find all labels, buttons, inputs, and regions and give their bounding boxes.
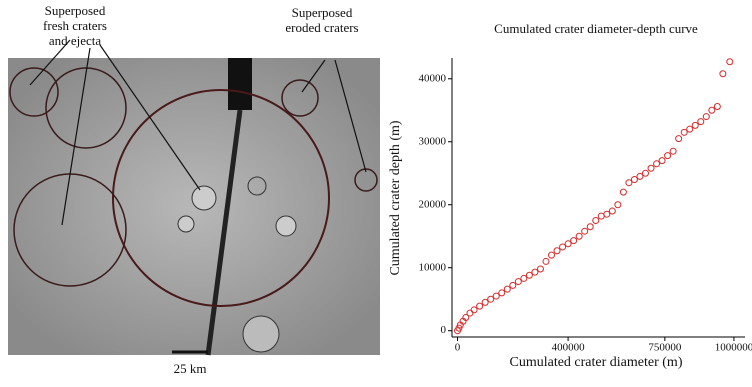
y-tick-label: 40000 <box>419 72 447 84</box>
point <box>582 228 588 234</box>
point <box>554 248 560 254</box>
annotation-text: and ejecta <box>49 33 102 48</box>
point <box>560 244 566 250</box>
x-tick-label: 0 <box>455 342 461 354</box>
point <box>692 122 698 128</box>
image-background <box>8 58 380 355</box>
point <box>477 303 483 309</box>
x-tick-label: 1000000 <box>715 342 752 354</box>
point <box>665 153 671 159</box>
point <box>593 217 599 223</box>
y-tick-label: 30000 <box>419 135 447 147</box>
annotation-text: Superposed <box>45 3 106 18</box>
x-axis-label: Cumulated crater diameter (m) <box>510 355 683 370</box>
annotation-text: fresh craters <box>43 18 107 33</box>
x-tick-label: 400000 <box>552 342 586 354</box>
point <box>493 293 499 299</box>
crater <box>243 316 279 352</box>
point <box>626 180 632 186</box>
point <box>532 269 538 275</box>
annotation-text: eroded craters <box>285 20 358 35</box>
point <box>467 310 473 316</box>
point <box>499 290 505 296</box>
point <box>521 275 527 281</box>
point <box>504 286 510 292</box>
point <box>648 165 654 171</box>
point <box>482 299 488 305</box>
point <box>537 266 543 272</box>
scale-label: 25 km <box>174 361 207 376</box>
point <box>526 272 532 278</box>
crater <box>178 216 194 232</box>
y-axis-label: Cumulated crater depth (m) <box>388 120 403 275</box>
point <box>659 158 665 164</box>
annotation-text: Superposed <box>292 5 353 20</box>
point <box>549 252 555 258</box>
point <box>609 208 615 214</box>
x-tick-label: 750000 <box>648 342 682 354</box>
point <box>620 189 626 195</box>
point <box>571 238 577 244</box>
point <box>576 233 582 239</box>
point <box>703 114 709 120</box>
point <box>615 202 621 208</box>
point <box>720 71 726 77</box>
point <box>637 173 643 179</box>
point <box>488 296 494 302</box>
crater <box>192 186 216 210</box>
point <box>604 211 610 217</box>
crater <box>276 216 296 236</box>
point <box>670 148 676 154</box>
point <box>631 177 637 183</box>
point <box>709 107 715 113</box>
point <box>654 161 660 167</box>
y-tick-label: 0 <box>441 324 447 336</box>
point <box>681 129 687 135</box>
point <box>687 126 693 132</box>
point <box>565 241 571 247</box>
point <box>714 103 720 109</box>
point <box>515 279 521 285</box>
chart-title: Cumulated crater diameter-depth curve <box>494 21 698 36</box>
point <box>676 136 682 142</box>
crater-image: 25 km <box>8 40 380 376</box>
point <box>642 170 648 176</box>
point <box>587 224 593 230</box>
y-tick-label: 10000 <box>419 261 447 273</box>
image-gap <box>228 58 252 110</box>
point <box>543 258 549 264</box>
point <box>727 59 733 65</box>
point <box>471 307 477 313</box>
figure: 25 km Cumulated crater diameter-depth cu… <box>0 0 752 382</box>
point <box>698 119 704 125</box>
point <box>510 282 516 288</box>
y-tick-label: 20000 <box>419 198 447 210</box>
